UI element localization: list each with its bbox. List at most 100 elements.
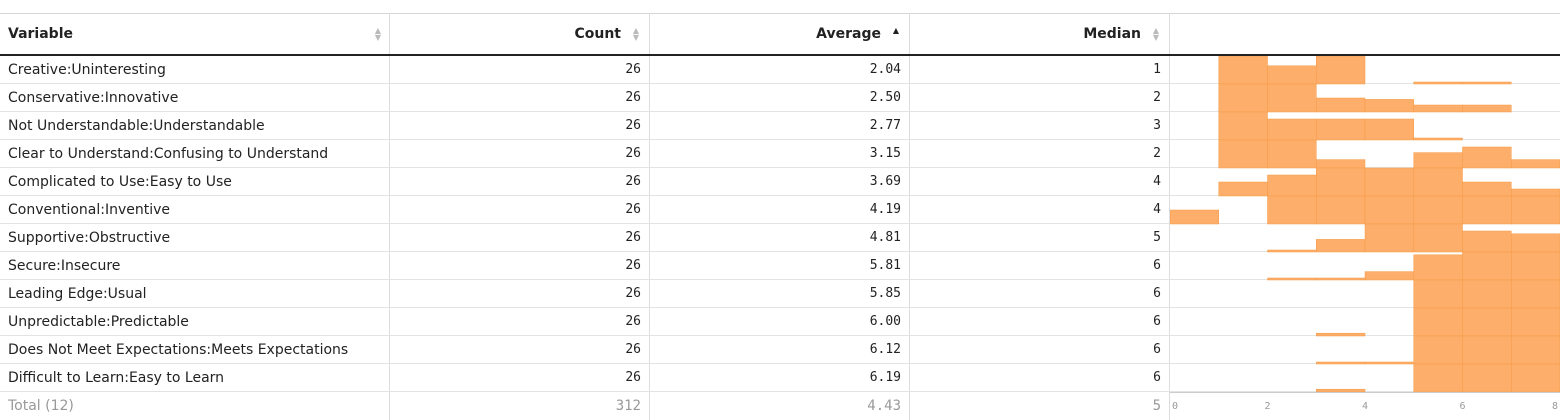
histogram-bar: [1267, 118, 1317, 141]
histogram-bar: [1218, 181, 1268, 197]
column-header-average[interactable]: Average ▲: [650, 14, 910, 54]
histogram-bar: [1316, 97, 1366, 113]
row-median: 5: [910, 224, 1170, 251]
histogram-bar: [1511, 279, 1560, 309]
row-median: 6: [910, 336, 1170, 363]
histogram-bar: [1462, 335, 1512, 365]
row-count: 26: [390, 84, 650, 111]
column-header-median[interactable]: Median ▲ ▼: [910, 14, 1170, 54]
row-median: 6: [910, 280, 1170, 307]
row-median: 6: [910, 252, 1170, 279]
histogram-bar: [1511, 335, 1560, 365]
histogram-bar: [1413, 152, 1463, 169]
histogram-bar: [1413, 254, 1463, 281]
table-row: Creative:Uninteresting 26 2.04 1: [0, 56, 1560, 84]
sort-icon[interactable]: ▲ ▼: [1152, 26, 1160, 42]
histogram-bar: [1462, 251, 1512, 281]
row-count: 26: [390, 56, 650, 83]
row-variable: Creative:Uninteresting: [0, 56, 390, 83]
row-median: 2: [910, 84, 1170, 111]
histogram-x-axis: 0 2 4 6 8: [1170, 392, 1560, 412]
histogram-bar: [1316, 239, 1366, 253]
row-count: 26: [390, 112, 650, 139]
row-median: 3: [910, 112, 1170, 139]
row-variable: Complicated to Use:Easy to Use: [0, 168, 390, 195]
row-variable: Secure:Insecure: [0, 252, 390, 279]
column-header-count[interactable]: Count ▲ ▼: [390, 14, 650, 54]
row-average: 2.04: [650, 56, 910, 83]
total-count: 312: [390, 392, 650, 420]
row-median: 6: [910, 364, 1170, 391]
histogram-bar: [1267, 174, 1317, 197]
axis-tick-label: 8: [1552, 401, 1558, 412]
histogram-bar: [1511, 195, 1560, 225]
histogram-bar: [1364, 361, 1414, 365]
histogram-bar: [1413, 81, 1463, 85]
histogram-bar: [1364, 167, 1414, 197]
table-row: Secure:Insecure 26 5.81 6: [0, 252, 1560, 280]
histogram-bar: [1218, 111, 1268, 141]
histogram-bar: [1511, 307, 1560, 337]
sort-icon[interactable]: ▲ ▼: [374, 26, 382, 42]
histogram-bar: [1462, 181, 1512, 197]
row-variable: Clear to Understand:Confusing to Underst…: [0, 140, 390, 167]
histogram-bar: [1267, 195, 1317, 225]
total-median: 5: [910, 392, 1170, 420]
histogram-bar: [1511, 251, 1560, 281]
row-variable: Unpredictable:Predictable: [0, 308, 390, 335]
axis-tick-label: 2: [1264, 401, 1270, 412]
histogram-bar: [1267, 83, 1317, 113]
histogram-bar: [1316, 167, 1366, 197]
row-variable: Difficult to Learn:Easy to Learn: [0, 364, 390, 391]
histogram-bar: [1316, 56, 1366, 85]
row-count: 26: [390, 364, 650, 391]
total-label: Total (12): [0, 392, 390, 420]
row-count: 26: [390, 140, 650, 167]
row-variable: Leading Edge:Usual: [0, 280, 390, 307]
histogram-bar: [1316, 118, 1366, 141]
row-median: 2: [910, 140, 1170, 167]
table-row: Not Understandable:Understandable 26 2.77 3: [0, 112, 1560, 140]
row-count: 26: [390, 252, 650, 279]
column-header-variable[interactable]: Variable ▲ ▼: [0, 14, 390, 54]
histogram-bar: [1413, 223, 1463, 253]
histogram-bar: [1413, 167, 1463, 197]
histogram-bar: [1364, 99, 1414, 113]
table-row: Unpredictable:Predictable 26 6.00 6: [0, 308, 1560, 336]
histogram-bar: [1218, 83, 1268, 113]
sort-icon[interactable]: ▲ ▼: [632, 26, 640, 42]
sort-ascending-icon[interactable]: ▲: [892, 26, 900, 35]
histogram-bar: [1364, 223, 1414, 253]
row-average: 2.50: [650, 84, 910, 111]
row-variable: Conservative:Innovative: [0, 84, 390, 111]
histogram-bar: [1413, 195, 1463, 225]
total-average: 4.43: [650, 392, 910, 420]
total-row: Total (12) 312 4.43 5: [0, 392, 1560, 420]
column-header-count-label: Count: [574, 26, 621, 42]
histogram-bar: [1218, 139, 1268, 169]
histogram-bar: [1316, 195, 1366, 225]
row-variable: Supportive:Obstructive: [0, 224, 390, 251]
histogram-bar: [1413, 363, 1463, 392]
histogram-bar: [1364, 271, 1414, 281]
table-row: Leading Edge:Usual 26 5.85 6: [0, 280, 1560, 308]
row-count: 26: [390, 224, 650, 251]
histogram-bar: [1316, 159, 1366, 169]
row-median: 1: [910, 56, 1170, 83]
row-count: 26: [390, 168, 650, 195]
histogram-bar: [1462, 195, 1512, 225]
table-row: Does Not Meet Expectations:Meets Expecta…: [0, 336, 1560, 364]
row-average: 5.81: [650, 252, 910, 279]
histogram-bar: [1316, 277, 1366, 281]
row-variable: Not Understandable:Understandable: [0, 112, 390, 139]
row-variable: Conventional:Inventive: [0, 196, 390, 223]
row-count: 26: [390, 196, 650, 223]
table-row: Conventional:Inventive 26 4.19 4: [0, 196, 1560, 224]
axis-tick-label: 4: [1362, 401, 1368, 412]
table-row: Complicated to Use:Easy to Use 26 3.69 4: [0, 168, 1560, 196]
column-header-distribution: [1170, 14, 1560, 54]
histogram-bar: [1316, 361, 1366, 365]
column-header-variable-label: Variable: [8, 26, 73, 42]
histogram-bar: [1267, 249, 1317, 253]
histogram-bar: [1511, 363, 1560, 392]
